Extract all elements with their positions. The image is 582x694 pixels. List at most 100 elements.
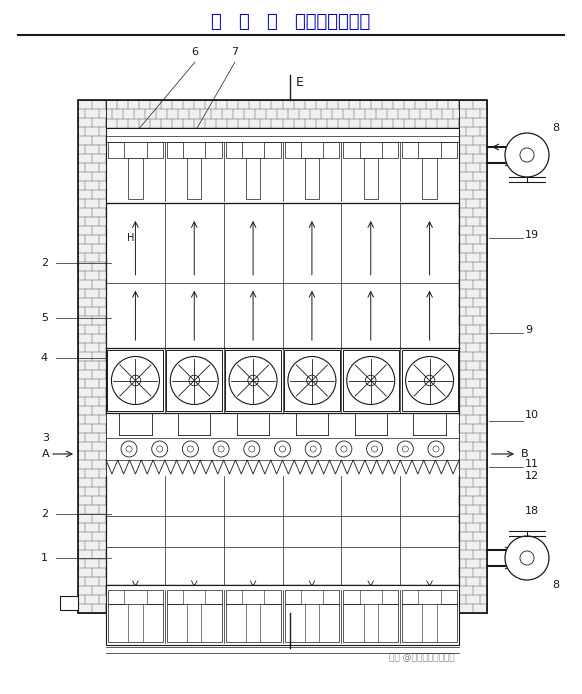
Circle shape xyxy=(406,357,453,405)
Circle shape xyxy=(428,441,444,457)
Circle shape xyxy=(189,375,200,386)
Bar xyxy=(320,158,340,199)
Bar xyxy=(167,143,181,157)
Bar xyxy=(106,100,459,128)
Bar xyxy=(343,158,364,199)
Text: D: D xyxy=(519,158,527,168)
Circle shape xyxy=(152,441,168,457)
Circle shape xyxy=(336,441,352,457)
Circle shape xyxy=(213,441,229,457)
Bar xyxy=(343,143,357,157)
Bar xyxy=(285,590,339,604)
Circle shape xyxy=(505,536,549,580)
Bar xyxy=(144,158,164,199)
Text: 2: 2 xyxy=(41,509,48,519)
Bar xyxy=(226,604,281,642)
Circle shape xyxy=(347,357,395,405)
Bar xyxy=(108,604,163,642)
Bar xyxy=(226,590,281,604)
Bar xyxy=(108,350,164,411)
Bar xyxy=(343,142,398,158)
Bar xyxy=(324,143,338,157)
Bar xyxy=(423,158,436,199)
Bar xyxy=(343,591,357,603)
Bar xyxy=(322,604,336,642)
Bar xyxy=(167,142,222,158)
Bar xyxy=(167,591,181,603)
Bar xyxy=(379,158,399,199)
Bar xyxy=(284,350,340,411)
Text: E: E xyxy=(296,76,304,89)
Text: 19: 19 xyxy=(525,230,539,240)
Bar xyxy=(242,142,264,158)
Bar xyxy=(108,604,122,642)
Bar xyxy=(301,590,323,604)
Bar xyxy=(246,604,260,642)
Bar xyxy=(305,604,319,642)
Bar xyxy=(285,142,339,158)
Circle shape xyxy=(229,357,277,405)
Text: 12: 12 xyxy=(525,471,539,481)
Bar xyxy=(78,100,106,613)
Bar xyxy=(285,591,299,603)
Text: 11: 11 xyxy=(525,459,539,469)
Text: 2: 2 xyxy=(41,258,48,268)
Bar xyxy=(124,142,147,158)
Bar xyxy=(364,158,378,199)
Bar xyxy=(382,591,397,603)
Circle shape xyxy=(305,441,321,457)
Bar xyxy=(167,158,187,199)
Bar xyxy=(166,350,222,411)
Bar xyxy=(265,591,279,603)
Circle shape xyxy=(121,441,137,457)
Bar xyxy=(183,590,205,604)
Bar xyxy=(147,591,161,603)
Bar xyxy=(206,591,220,603)
Bar xyxy=(204,604,219,642)
Text: A: A xyxy=(42,449,50,459)
Bar xyxy=(206,143,220,157)
Bar xyxy=(167,590,222,604)
Circle shape xyxy=(111,357,159,405)
Bar xyxy=(226,158,246,199)
Bar xyxy=(263,604,278,642)
Bar xyxy=(402,350,457,411)
Bar xyxy=(108,158,128,199)
Text: 7: 7 xyxy=(232,47,239,57)
Bar xyxy=(183,142,205,158)
Bar xyxy=(418,142,441,158)
Circle shape xyxy=(398,441,413,457)
Bar xyxy=(441,143,456,157)
Bar xyxy=(242,590,264,604)
Circle shape xyxy=(424,375,435,386)
Bar xyxy=(285,158,305,199)
Bar xyxy=(187,158,201,199)
Text: 5: 5 xyxy=(41,313,48,323)
Text: B: B xyxy=(521,449,528,459)
Bar xyxy=(402,604,457,642)
Text: 6: 6 xyxy=(191,47,198,57)
Bar xyxy=(203,158,223,199)
Bar xyxy=(402,591,416,603)
Bar xyxy=(124,590,147,604)
Circle shape xyxy=(182,441,198,457)
Bar xyxy=(167,604,181,642)
Bar xyxy=(106,128,459,203)
Text: 18: 18 xyxy=(525,506,539,516)
Bar xyxy=(246,158,260,199)
Bar xyxy=(60,596,78,610)
Text: 10: 10 xyxy=(525,410,539,420)
Text: H: H xyxy=(127,593,134,602)
Text: D: D xyxy=(519,545,527,555)
Bar xyxy=(402,590,457,604)
Bar xyxy=(108,590,163,604)
Bar xyxy=(226,604,240,642)
Bar xyxy=(343,604,357,642)
Text: C: C xyxy=(519,142,526,152)
Bar xyxy=(402,158,423,199)
Bar xyxy=(285,604,299,642)
Bar xyxy=(364,604,378,642)
Text: C: C xyxy=(519,561,526,571)
Bar xyxy=(106,585,459,613)
Bar xyxy=(305,158,319,199)
